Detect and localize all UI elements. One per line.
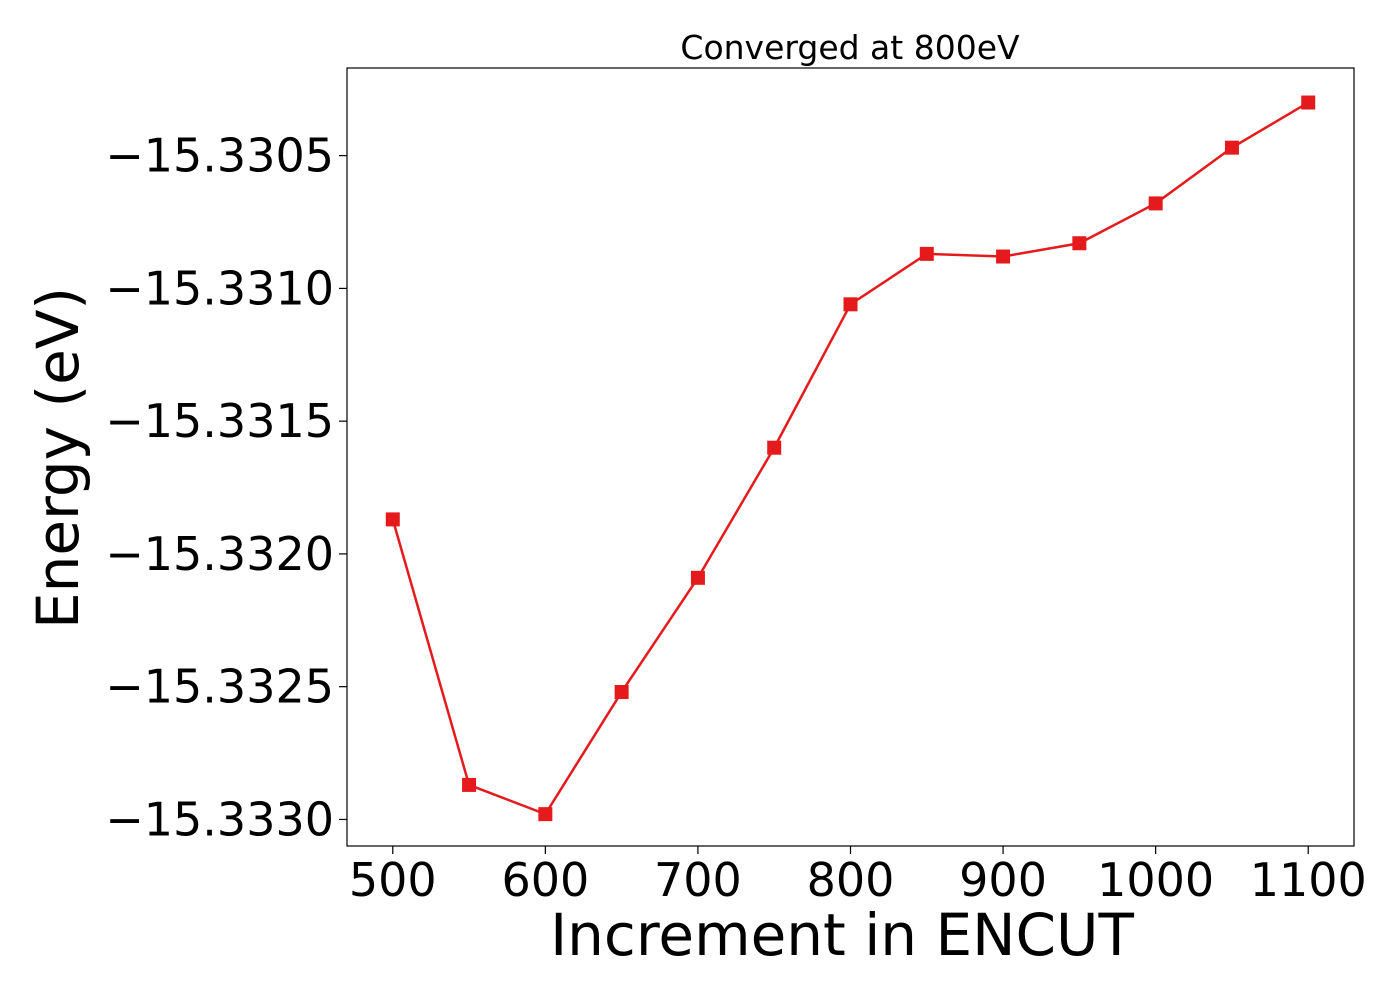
x-axis-label: Increment in ENCUT: [550, 901, 1134, 969]
y-tick-label: −15.3315: [105, 394, 334, 448]
x-tick-label: 800: [807, 853, 895, 907]
y-tick-label: −15.3320: [105, 527, 334, 581]
data-point-marker: [1301, 95, 1316, 110]
data-point-marker: [614, 684, 629, 699]
y-tick-label: −15.3330: [105, 792, 334, 846]
x-axis: 500 600 700 800 900 1000 1100: [349, 846, 1367, 907]
data-point-marker: [767, 440, 782, 455]
x-tick-label: 1000: [1097, 853, 1214, 907]
y-axis: −15.3330 −15.3325 −15.3320 −15.3315 −15.3310…: [105, 129, 347, 846]
data-point-marker: [385, 512, 400, 527]
data-point-marker: [1224, 140, 1239, 155]
y-tick-label: −15.3310: [105, 261, 334, 315]
data-point-marker: [843, 297, 858, 312]
x-tick-label: 1100: [1250, 853, 1367, 907]
y-axis-label: Energy (eV): [24, 287, 92, 629]
x-tick-label: 500: [349, 853, 437, 907]
data-point-marker: [996, 249, 1011, 264]
series-line: [391, 101, 1309, 816]
series-layer: [385, 95, 1316, 822]
data-point-marker: [690, 570, 705, 585]
data-point-marker: [1148, 196, 1163, 211]
data-point-marker: [538, 807, 553, 822]
y-tick-label: −15.3325: [105, 660, 334, 714]
x-tick-label: 900: [959, 853, 1047, 907]
data-point-marker: [462, 777, 477, 792]
y-tick-label: −15.3305: [105, 129, 334, 183]
data-point-marker: [919, 246, 934, 261]
x-tick-label: 600: [501, 853, 589, 907]
x-tick-label: 700: [654, 853, 742, 907]
data-point-marker: [1072, 236, 1087, 251]
chart-title: Converged at 800eV: [680, 28, 1020, 67]
plot-area-frame: [346, 67, 1355, 847]
